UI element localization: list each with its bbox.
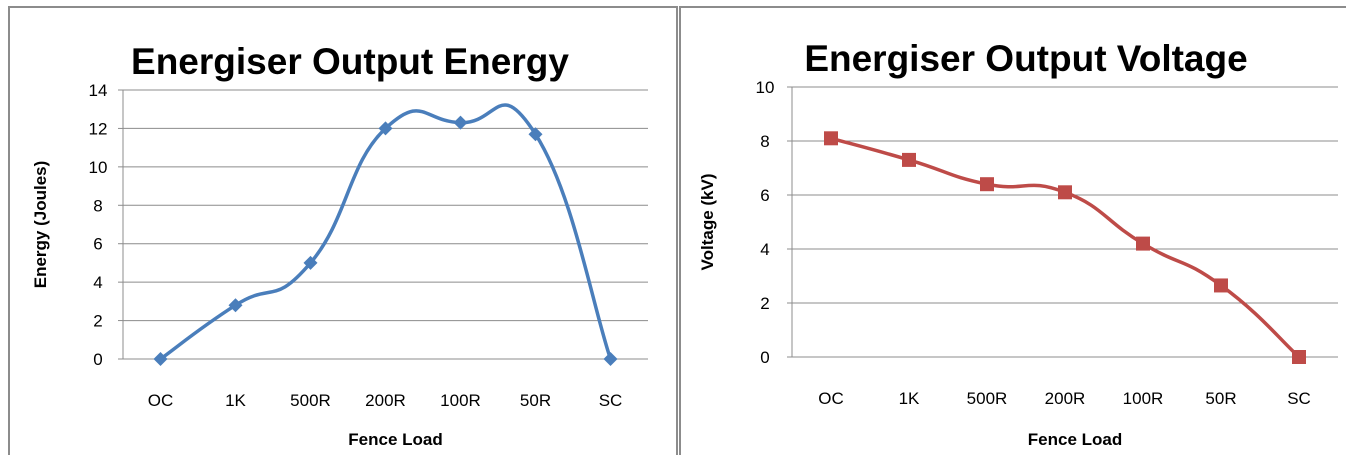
energy-chart-panel: Energiser Output Energy 0 2 4 6 8 10 12 14 OC 1K 50… [8,6,678,455]
energy-x-axis-label: Fence Load [348,430,442,449]
energy-data-point [378,121,393,136]
energy-data-point [453,115,468,130]
voltage-x-tick-label: OC [818,389,844,408]
energy-x-tick-label: OC [148,391,174,410]
voltage-data-point [1292,350,1306,364]
energy-x-tick-label: 200R [365,391,406,410]
energy-y-tick-label: 14 [89,81,108,100]
voltage-y-tick-label: 0 [760,348,769,367]
energy-x-tick-label: SC [599,391,623,410]
voltage-y-tick-label: 6 [760,186,769,205]
voltage-chart: Energiser Output Voltage 0 2 4 6 8 10 OC 1K 500R 2… [698,38,1338,449]
voltage-y-tick-label: 10 [756,78,775,97]
energy-y-tick-label: 4 [93,273,102,292]
energy-x-tick-label: 500R [290,391,331,410]
energy-y-axis-label: Energy (Joules) [31,161,50,289]
voltage-x-tick-label: SC [1287,389,1311,408]
energy-y-tick-label: 8 [93,196,102,215]
voltage-data-point [1058,185,1072,200]
voltage-data-point [980,177,994,192]
voltage-y-axis-label: Voltage (kV) [698,174,717,271]
voltage-chart-title: Energiser Output Voltage [804,38,1247,79]
voltage-data-point [902,152,916,167]
energy-data-point [153,352,168,366]
energy-y-tick-label: 10 [89,158,108,177]
voltage-y-tick-label: 4 [760,240,769,259]
voltage-x-tick-label: 200R [1045,389,1086,408]
energy-chart: Energiser Output Energy 0 2 4 6 8 10 12 14 OC 1K 50… [31,41,648,449]
voltage-x-tick-label: 1K [899,389,920,408]
energy-data-point [228,298,243,313]
energy-data-point [528,127,543,142]
voltage-y-tick-label: 8 [760,132,769,151]
voltage-x-tick-label: 500R [967,389,1008,408]
energy-x-tick-label: 1K [225,391,246,410]
voltage-series-line [830,136,1301,359]
voltage-data-point [1136,236,1150,251]
voltage-x-tick-label: 50R [1205,389,1236,408]
energy-y-tick-label: 6 [93,235,102,254]
energy-y-tick-label: 0 [93,350,102,369]
voltage-y-tick-label: 2 [760,294,769,313]
energy-y-tick-label: 2 [93,312,102,331]
energy-x-tick-label: 50R [520,391,551,410]
energy-series-line [159,103,613,361]
energy-y-tick-label: 12 [89,119,108,138]
voltage-data-point [1214,278,1228,293]
energy-data-point [603,352,618,366]
voltage-chart-panel: Energiser Output Voltage 0 2 4 6 8 10 OC 1K 500R 2… [679,6,1346,455]
energy-x-tick-label: 100R [440,391,481,410]
voltage-data-point [824,131,838,146]
energy-chart-title: Energiser Output Energy [131,41,569,82]
voltage-x-axis-label: Fence Load [1028,430,1122,449]
voltage-x-tick-label: 100R [1123,389,1164,408]
